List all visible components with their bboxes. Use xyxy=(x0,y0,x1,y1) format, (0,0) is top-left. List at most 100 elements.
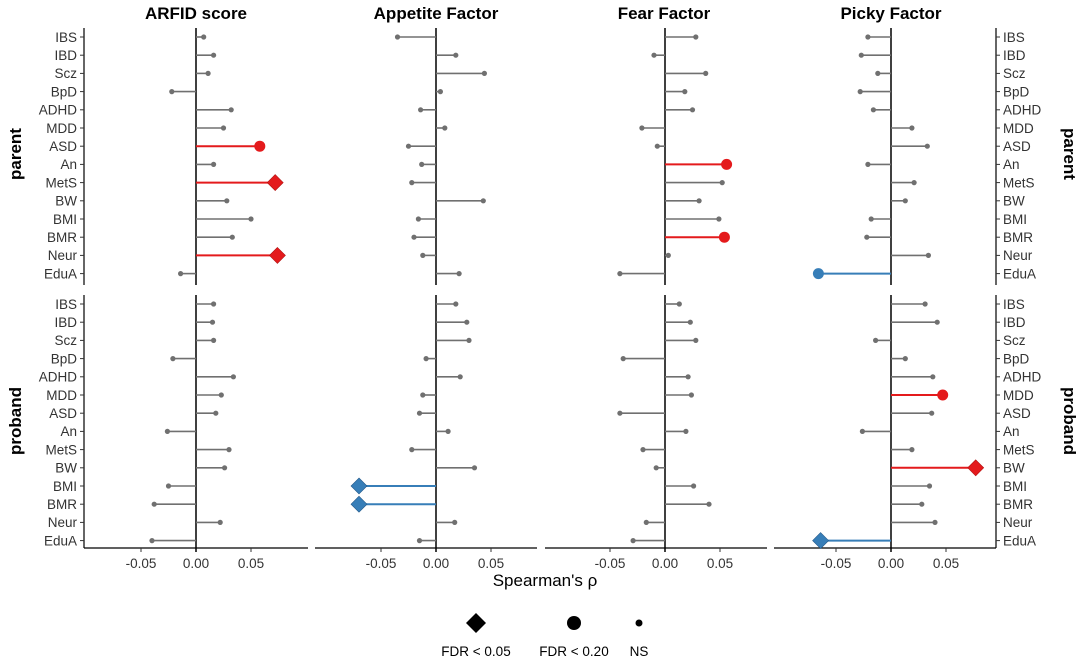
x-tick-label: -0.05 xyxy=(366,556,397,571)
data-point-dot xyxy=(405,143,412,149)
x-tick-label: 0.00 xyxy=(652,556,678,571)
trait-label-left: IBS xyxy=(55,30,77,45)
legend-label-fdr05: FDR < 0.05 xyxy=(441,644,510,659)
facet-title-arfid: ARFID score xyxy=(145,4,247,23)
legend: FDR < 0.05 FDR < 0.20 NS xyxy=(441,613,648,659)
data-point-dot xyxy=(165,483,172,489)
x-tick-label: 0.00 xyxy=(183,556,209,571)
trait-label-right: MDD xyxy=(1003,388,1034,403)
data-point-dot xyxy=(868,216,874,222)
trait-label-right: ADHD xyxy=(1003,103,1042,118)
data-point-dot xyxy=(858,52,864,58)
trait-label-right: Neur xyxy=(1003,248,1033,263)
trait-label-right: EduA xyxy=(1003,533,1036,548)
legend-dot-key xyxy=(635,619,643,627)
facet-title-fear: Fear Factor xyxy=(618,4,711,23)
trait-label-right: BMR xyxy=(1003,230,1033,245)
data-point-dot xyxy=(693,34,699,40)
facet-title-appetite: Appetite Factor xyxy=(374,4,499,23)
data-point-dot xyxy=(617,410,623,416)
trait-label-left: MetS xyxy=(45,175,77,190)
data-point-diamond xyxy=(350,495,368,513)
trait-label-left: MDD xyxy=(46,388,77,403)
row-label-proband-left: proband xyxy=(6,387,25,455)
x-axis-title: Spearman's ρ xyxy=(493,571,598,590)
trait-label-right: MetS xyxy=(1003,175,1035,190)
trait-label-right: Scz xyxy=(1003,333,1026,348)
data-point-dot xyxy=(932,519,938,526)
data-point-dot xyxy=(865,161,871,167)
data-point-dot xyxy=(211,301,217,307)
trait-label-left: BW xyxy=(55,194,77,209)
data-point-dot xyxy=(442,125,448,131)
trait-label-right: BW xyxy=(1003,461,1025,476)
data-point-dot xyxy=(693,337,699,343)
data-point-dot xyxy=(149,538,155,544)
trait-label-right: ASD xyxy=(1003,139,1031,154)
trait-label-left: EduA xyxy=(44,533,77,548)
data-point-dot xyxy=(151,501,157,507)
data-point-dot xyxy=(464,319,470,325)
data-point-dot xyxy=(471,465,478,471)
trait-label-left: ADHD xyxy=(39,103,78,118)
data-point-dot xyxy=(859,428,866,434)
data-point-dot xyxy=(481,70,487,76)
data-point-dot xyxy=(411,234,417,240)
data-point-dot xyxy=(902,198,908,204)
trait-label-right: IBS xyxy=(1003,297,1025,312)
data-point-dot xyxy=(420,252,426,258)
data-point-dot xyxy=(205,70,211,76)
data-point-dot xyxy=(452,519,458,526)
x-tick-label: 0.00 xyxy=(423,556,449,571)
data-point-circle xyxy=(812,268,824,280)
data-point-dot xyxy=(445,428,451,434)
data-point-dot xyxy=(630,538,636,544)
legend-label-ns: NS xyxy=(630,644,649,659)
x-tick-label: -0.05 xyxy=(126,556,157,571)
x-tick-label: 0.05 xyxy=(933,556,959,571)
data-point-dot xyxy=(218,392,224,398)
facet-titles: ARFID score Appetite Factor Fear Factor … xyxy=(145,4,942,23)
row-label-parent-right: parent xyxy=(1060,128,1079,180)
data-point-dot xyxy=(617,271,623,277)
data-point-circle xyxy=(254,140,266,152)
row-label-parent-left: parent xyxy=(6,128,25,180)
data-point-dot xyxy=(620,356,626,362)
data-point-dot xyxy=(217,519,223,526)
trait-label-right: MDD xyxy=(1003,121,1034,136)
data-point-dot xyxy=(211,337,217,343)
data-point-dot xyxy=(228,107,234,113)
trait-label-left: BMI xyxy=(53,479,77,494)
trait-label-left: IBD xyxy=(54,48,77,63)
data-point-dot xyxy=(875,70,881,76)
data-point-dot xyxy=(226,447,232,453)
data-point-dot xyxy=(922,301,928,307)
data-point-dot xyxy=(423,356,429,362)
data-point-dot xyxy=(934,319,940,325)
trait-label-right: BMI xyxy=(1003,479,1027,494)
data-point-dot xyxy=(453,301,459,307)
data-point-circle xyxy=(721,158,733,170)
trait-label-right: Neur xyxy=(1003,515,1033,530)
data-point-dot xyxy=(925,252,932,258)
trait-label-right: An xyxy=(1003,157,1020,172)
data-point-dot xyxy=(643,519,649,526)
data-point-dot xyxy=(178,271,184,277)
data-point-dot xyxy=(857,89,863,95)
trait-label-right: BpD xyxy=(1003,84,1030,99)
trait-label-left: Scz xyxy=(54,333,77,348)
data-point-dot xyxy=(437,89,443,95)
data-point-dot xyxy=(409,447,415,453)
data-point-dot xyxy=(480,198,486,204)
trait-label-left: MDD xyxy=(46,121,77,136)
data-point-dot xyxy=(653,465,659,471)
trait-label-right: An xyxy=(1003,424,1020,439)
trait-label-left: BpD xyxy=(51,84,78,99)
data-point-dot xyxy=(873,337,879,343)
data-point-diamond xyxy=(266,174,284,192)
legend-diamond-key xyxy=(466,613,486,633)
data-point-dot xyxy=(169,89,175,95)
trait-label-left: ASD xyxy=(49,406,77,421)
facet-title-picky: Picky Factor xyxy=(840,4,941,23)
data-point-dot xyxy=(457,374,463,380)
